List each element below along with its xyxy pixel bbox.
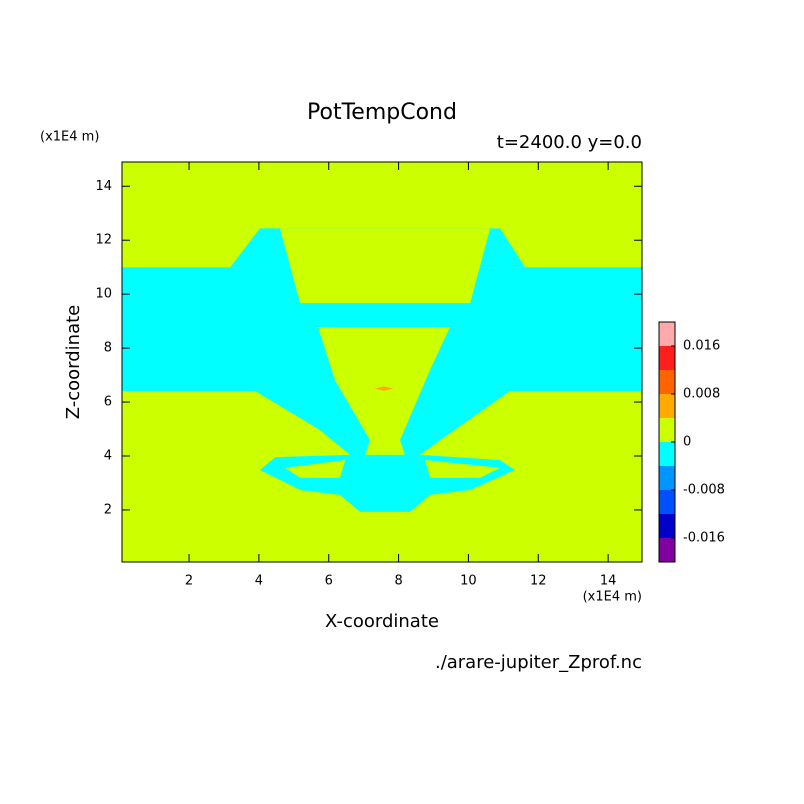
y-tick-label: 14 (95, 179, 112, 194)
x-tick-label: 6 (325, 574, 333, 589)
contour-region (317, 327, 450, 455)
x-tick-label: 8 (394, 574, 402, 589)
contour-region (425, 460, 500, 478)
x-tick-label: 2 (185, 574, 193, 589)
colorbar-tick-label: 0.008 (683, 387, 720, 402)
y-tick-label: 2 (104, 502, 112, 517)
y-tick-label: 4 (104, 448, 112, 463)
x-tick-label: 10 (460, 574, 477, 589)
x-tick-label: 4 (255, 574, 263, 589)
y-tick-label: 12 (95, 233, 112, 248)
x-unit: (x1E4 m) (583, 590, 642, 605)
colorbar-tick-label: -0.016 (683, 531, 725, 546)
chart-title: PotTempCond (307, 100, 457, 125)
colorbar-swatch (659, 538, 675, 562)
source-label: ./arare-jupiter_Zprof.nc (435, 652, 642, 673)
colorbar-swatch (659, 466, 675, 490)
y-tick-label: 6 (104, 395, 112, 410)
colorbar-swatch (659, 490, 675, 514)
subtitle: t=2400.0 y=0.0 (497, 132, 642, 153)
plot-frame (121, 161, 643, 563)
colorbar-swatch (659, 346, 675, 370)
y-tick-label: 10 (95, 287, 112, 302)
colorbar-swatch (659, 514, 675, 538)
colorbar-tick-label: 0 (683, 435, 691, 450)
contour-region (285, 460, 346, 478)
x-axis-label: X-coordinate (325, 611, 439, 632)
y-unit: (x1E4 m) (40, 130, 99, 145)
contour-region (279, 228, 491, 304)
x-tick-label: 14 (600, 574, 617, 589)
contour-region (374, 386, 394, 391)
colorbar-swatch (659, 370, 675, 394)
colorbar-swatch (659, 394, 675, 418)
y-axis-label: Z-coordinate (63, 305, 84, 420)
x-tick-label: 12 (530, 574, 547, 589)
colorbar-swatch (659, 322, 675, 346)
colorbar-tick-label: -0.008 (683, 483, 725, 498)
colorbar-swatch (659, 418, 675, 442)
y-tick-label: 8 (104, 341, 112, 356)
colorbar-tick-label: 0.016 (683, 339, 720, 354)
colorbar-swatch (659, 442, 675, 466)
